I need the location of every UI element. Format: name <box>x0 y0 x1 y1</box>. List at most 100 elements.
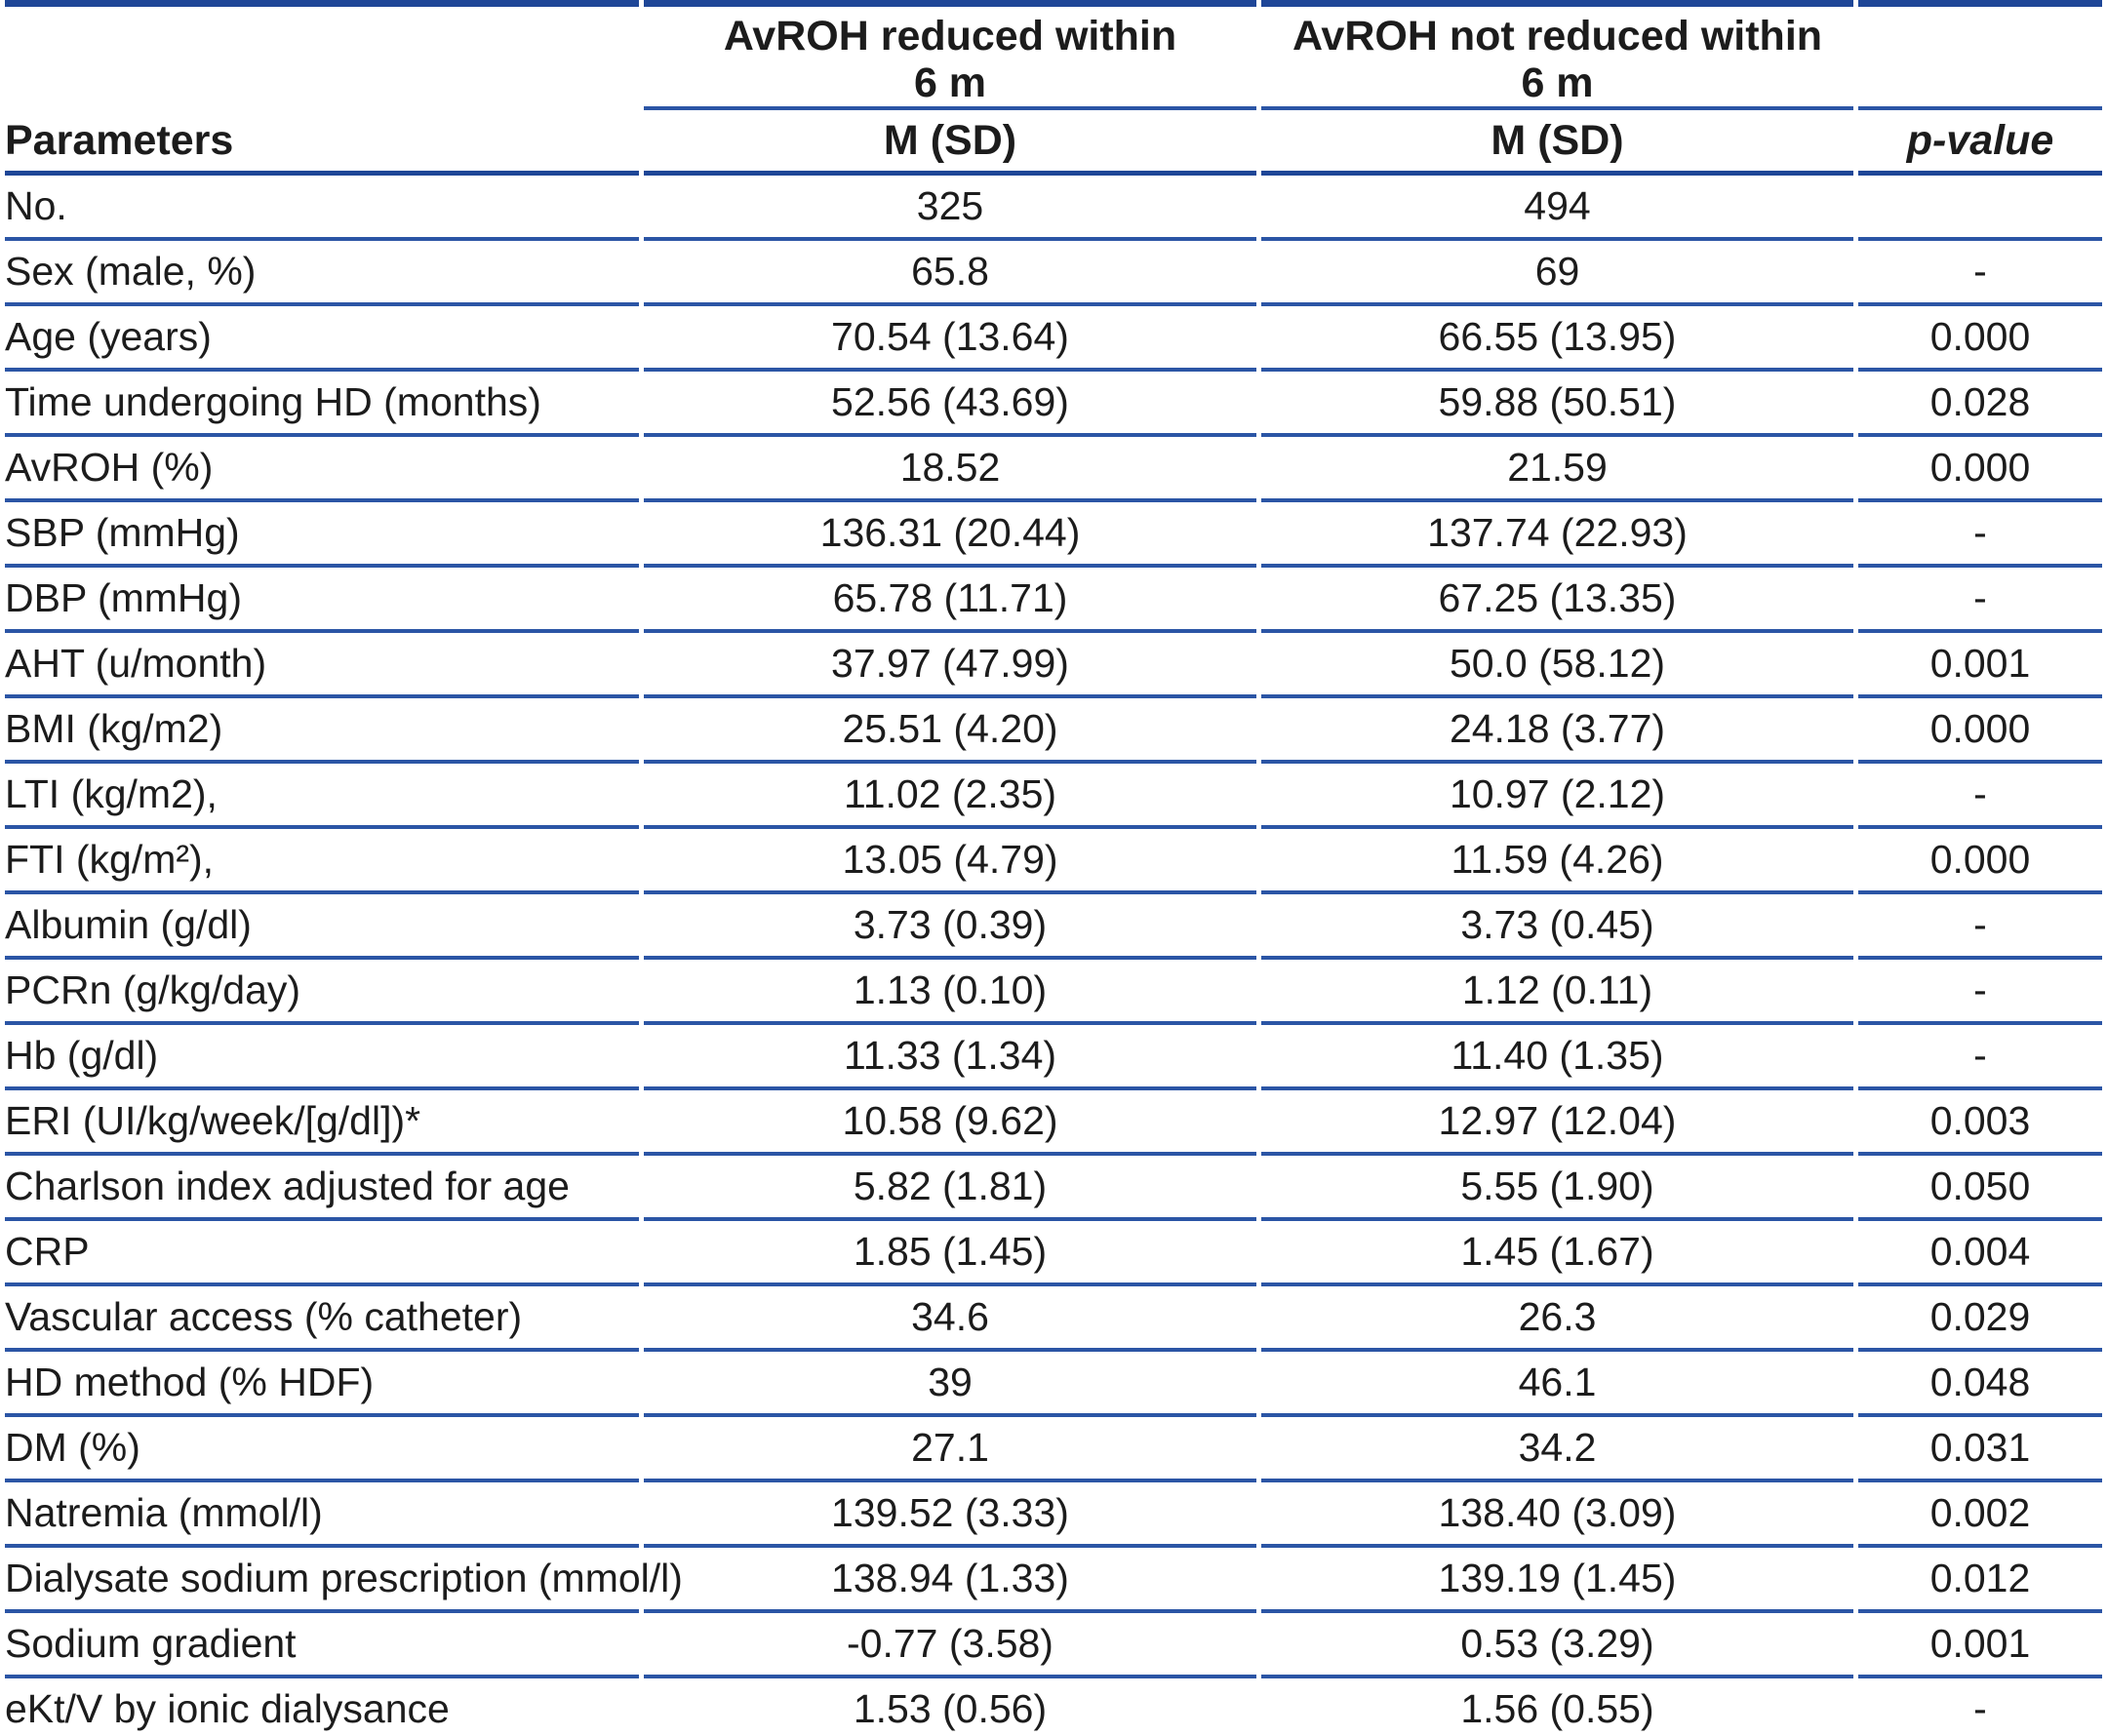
table-row: ERI (UI/kg/week/[g/dl])* 10.58 (9.62) 12.9… <box>5 1090 2102 1157</box>
table-row: Sodium gradient -0.77 (3.58) 0.53 (3.29) 0.… <box>5 1613 2102 1679</box>
group2-value-cell: 67.25 (13.35) <box>1261 568 1853 634</box>
table-body: No. 325 494 Sex (male, %) 65.8 69- Age (years)… <box>5 176 2102 1736</box>
p-value-cell: 0.048 <box>1858 1352 2102 1418</box>
group1-value-cell: 65.8 <box>644 241 1256 307</box>
p-value-cell: - <box>1858 1025 2102 1091</box>
p-value-cell: - <box>1858 568 2102 634</box>
p-value-cell: - <box>1858 1678 2102 1736</box>
table-row: Albumin (g/dl) 3.73 (0.39) 3.73 (0.45) - <box>5 894 2102 961</box>
pvalue-column-header: p-value <box>1858 110 2102 177</box>
group1-value-cell: 70.54 (13.64) <box>644 306 1256 373</box>
group1-value-cell: -0.77 (3.58) <box>644 1613 1256 1679</box>
group1-value-cell: 5.82 (1.81) <box>644 1156 1256 1222</box>
group1-value-cell: 13.05 (4.79) <box>644 829 1256 895</box>
group-header-pvalue-spacer <box>1858 0 2102 111</box>
group2-value-cell: 1.56 (0.55) <box>1261 1678 1853 1736</box>
parameter-label-cell: AHT (u/month) <box>5 633 639 699</box>
group1-msd-column-header: M (SD) <box>644 110 1256 177</box>
group2-value-cell: 59.88 (50.51) <box>1261 372 1853 438</box>
group2-value-cell: 50.0 (58.12) <box>1261 633 1853 699</box>
group2-value-cell: 5.55 (1.90) <box>1261 1156 1853 1222</box>
p-value-cell: - <box>1858 894 2102 961</box>
parameter-label-cell: DBP (mmHg) <box>5 568 639 634</box>
group2-value-cell: 1.45 (1.67) <box>1261 1221 1853 1287</box>
parameter-label-cell: Albumin (g/dl) <box>5 894 639 961</box>
group1-value-cell: 1.53 (0.56) <box>644 1678 1256 1736</box>
parameter-label-cell: No. <box>5 176 639 242</box>
p-value-cell: 0.000 <box>1858 306 2102 373</box>
group1-value-cell: 136.31 (20.44) <box>644 502 1256 569</box>
group2-value-cell: 21.59 <box>1261 437 1853 503</box>
parameter-label-cell: eKt/V by ionic dialysance <box>5 1678 639 1736</box>
group1-value-cell: 18.52 <box>644 437 1256 503</box>
table-row: DBP (mmHg) 65.78 (11.71) 67.25 (13.35) - <box>5 568 2102 634</box>
group1-value-cell: 10.58 (9.62) <box>644 1090 1256 1157</box>
parameter-label-cell: HD method (% HDF) <box>5 1352 639 1418</box>
group2-value-cell: 137.74 (22.93) <box>1261 502 1853 569</box>
p-value-cell: - <box>1858 241 2102 307</box>
p-value-cell: 0.001 <box>1858 633 2102 699</box>
table-row: Vascular access (% catheter) 34.6 26.3 0.02… <box>5 1286 2102 1353</box>
group-header-spacer <box>5 0 639 110</box>
parameter-label-cell: SBP (mmHg) <box>5 502 639 569</box>
group2-value-cell: 26.3 <box>1261 1286 1853 1353</box>
parameter-label-cell: AvROH (%) <box>5 437 639 503</box>
parameter-label-cell: Age (years) <box>5 306 639 373</box>
group2-value-cell: 11.59 (4.26) <box>1261 829 1853 895</box>
group1-value-cell: 39 <box>644 1352 1256 1418</box>
parameter-label-cell: PCRn (g/kg/day) <box>5 960 639 1026</box>
group-header-row: AvROH reduced within 6 m AvROH not reduc… <box>5 0 2102 111</box>
group1-value-cell: 25.51 (4.20) <box>644 698 1256 765</box>
group2-value-cell: 11.40 (1.35) <box>1261 1025 1853 1091</box>
p-value-cell: - <box>1858 502 2102 569</box>
p-value-cell: 0.031 <box>1858 1417 2102 1483</box>
group2-msd-column-header: M (SD) <box>1261 110 1853 177</box>
parameter-label-cell: FTI (kg/m²), <box>5 829 639 895</box>
p-value-cell: 0.029 <box>1858 1286 2102 1353</box>
parameter-label-cell: Charlson index adjusted for age <box>5 1156 639 1222</box>
group1-value-cell: 325 <box>644 176 1256 242</box>
group1-value-cell: 27.1 <box>644 1417 1256 1483</box>
group2-value-cell: 494 <box>1261 176 1853 242</box>
table-row: DM (%) 27.1 34.2 0.031 <box>5 1417 2102 1483</box>
table-row: LTI (kg/m2), 11.02 (2.35) 10.97 (2.12) - <box>5 764 2102 830</box>
group1-value-cell: 11.33 (1.34) <box>644 1025 1256 1091</box>
p-value-cell: 0.003 <box>1858 1090 2102 1157</box>
p-value-cell: 0.000 <box>1858 437 2102 503</box>
parameters-column-header: Parameters <box>5 110 639 177</box>
parameter-label-cell: Sex (male, %) <box>5 241 639 307</box>
group2-value-cell: 3.73 (0.45) <box>1261 894 1853 961</box>
group1-value-cell: 139.52 (3.33) <box>644 1482 1256 1549</box>
p-value-cell: 0.004 <box>1858 1221 2102 1287</box>
group2-value-cell: 24.18 (3.77) <box>1261 698 1853 765</box>
parameter-label-cell: Time undergoing HD (months) <box>5 372 639 438</box>
p-value-cell: 0.000 <box>1858 698 2102 765</box>
group1-value-cell: 1.13 (0.10) <box>644 960 1256 1026</box>
parameter-label-cell: DM (%) <box>5 1417 639 1483</box>
group2-value-cell: 0.53 (3.29) <box>1261 1613 1853 1679</box>
table-row: PCRn (g/kg/day) 1.13 (0.10) 1.12 (0.11) - <box>5 960 2102 1026</box>
parameter-label-cell: ERI (UI/kg/week/[g/dl])* <box>5 1090 639 1157</box>
table-row: Natremia (mmol/l) 139.52 (3.33) 138.40 (3.… <box>5 1482 2102 1549</box>
parameter-label-cell: BMI (kg/m2) <box>5 698 639 765</box>
table-row: eKt/V by ionic dialysance 1.53 (0.56) 1.56… <box>5 1678 2102 1736</box>
parameter-label-cell: Dialysate sodium prescription (mmol/l) <box>5 1548 683 1614</box>
group-header-avroh-not-reduced: AvROH not reduced within 6 m <box>1261 0 1853 111</box>
parameter-label-cell: LTI (kg/m2), <box>5 764 639 830</box>
table-row: BMI (kg/m2) 25.51 (4.20) 24.18 (3.77) 0.000 <box>5 698 2102 765</box>
parameter-label-cell: CRP <box>5 1221 639 1287</box>
group2-value-cell: 12.97 (12.04) <box>1261 1090 1853 1157</box>
group1-value-cell: 3.73 (0.39) <box>644 894 1256 961</box>
table-row: CRP 1.85 (1.45) 1.45 (1.67) 0.004 <box>5 1221 2102 1287</box>
group2-value-cell: 34.2 <box>1261 1417 1853 1483</box>
group2-value-cell: 10.97 (2.12) <box>1261 764 1853 830</box>
p-value-cell: 0.000 <box>1858 829 2102 895</box>
p-value-cell: - <box>1858 960 2102 1026</box>
table-row: Charlson index adjusted for age 5.82 (1.8… <box>5 1156 2102 1222</box>
group1-value-cell: 37.97 (47.99) <box>644 633 1256 699</box>
table-row: Hb (g/dl) 11.33 (1.34) 11.40 (1.35) - <box>5 1025 2102 1091</box>
p-value-cell <box>1858 176 2102 242</box>
group1-value-cell: 138.94 (1.33) <box>644 1548 1256 1614</box>
p-value-cell: 0.028 <box>1858 372 2102 438</box>
